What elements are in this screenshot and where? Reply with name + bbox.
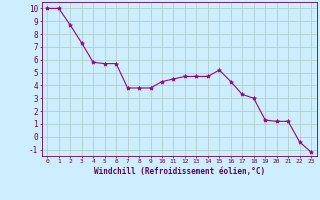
X-axis label: Windchill (Refroidissement éolien,°C): Windchill (Refroidissement éolien,°C) [94, 167, 265, 176]
